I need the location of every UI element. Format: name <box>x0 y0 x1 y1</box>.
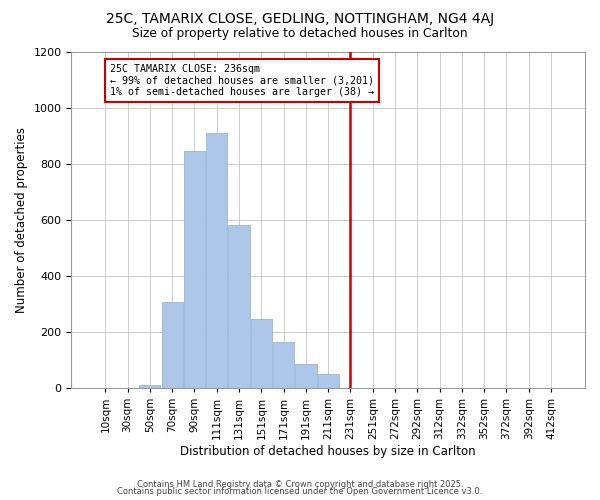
Bar <box>206 133 227 388</box>
Bar <box>229 226 250 388</box>
Bar <box>251 319 272 388</box>
Text: Contains public sector information licensed under the Open Government Licence v3: Contains public sector information licen… <box>118 487 482 496</box>
Text: Contains HM Land Registry data © Crown copyright and database right 2025.: Contains HM Land Registry data © Crown c… <box>137 480 463 489</box>
Bar <box>295 364 317 388</box>
Y-axis label: Number of detached properties: Number of detached properties <box>15 126 28 312</box>
Text: 25C, TAMARIX CLOSE, GEDLING, NOTTINGHAM, NG4 4AJ: 25C, TAMARIX CLOSE, GEDLING, NOTTINGHAM,… <box>106 12 494 26</box>
Bar <box>184 151 205 388</box>
X-axis label: Distribution of detached houses by size in Carlton: Distribution of detached houses by size … <box>181 444 476 458</box>
Bar <box>273 342 294 388</box>
Bar <box>317 374 339 388</box>
Text: Size of property relative to detached houses in Carlton: Size of property relative to detached ho… <box>132 28 468 40</box>
Bar <box>139 385 160 388</box>
Text: 25C TAMARIX CLOSE: 236sqm
← 99% of detached houses are smaller (3,201)
1% of sem: 25C TAMARIX CLOSE: 236sqm ← 99% of detac… <box>110 64 374 98</box>
Bar <box>161 302 183 388</box>
